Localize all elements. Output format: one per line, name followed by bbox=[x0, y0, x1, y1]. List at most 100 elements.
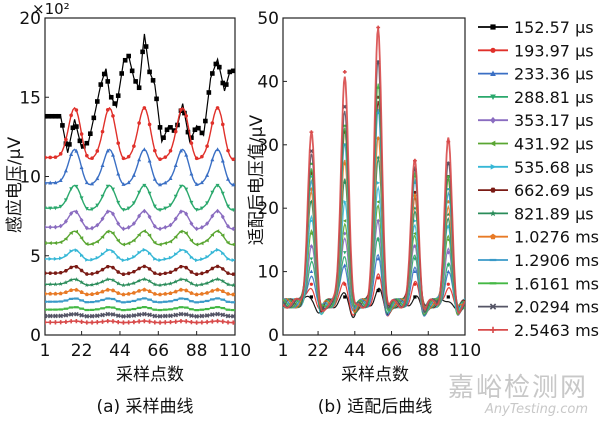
panel-a-data-point bbox=[46, 113, 51, 119]
panel-a-data-point bbox=[143, 44, 149, 49]
panel-a-data-point bbox=[189, 255, 194, 260]
panel-a-data-point bbox=[140, 49, 145, 55]
panel-a-series-line bbox=[45, 148, 235, 186]
panel-a-data-point bbox=[194, 272, 199, 276]
panel-a-data-point bbox=[147, 214, 152, 220]
panel-b-data-point bbox=[343, 282, 347, 286]
panel-a-data-point bbox=[178, 264, 183, 269]
panel-a-data-point bbox=[189, 200, 194, 205]
panel-a-data-point bbox=[158, 258, 163, 263]
panel-a-data-point bbox=[53, 256, 58, 261]
panel-a-x-tick-label: 66 bbox=[147, 341, 169, 361]
panel-a-data-point bbox=[131, 290, 136, 295]
panel-a-data-point bbox=[199, 241, 204, 246]
panel-a-data-point bbox=[210, 157, 215, 162]
panel-a-data-point bbox=[210, 278, 215, 283]
panel-a-series-9 bbox=[45, 287, 235, 297]
panel-a-data-point bbox=[74, 124, 79, 129]
panel-a-data-point bbox=[163, 206, 168, 211]
panel-a-data-point bbox=[121, 208, 126, 212]
legend-label: 1.6161 ms bbox=[514, 274, 599, 293]
panel-a-data-point bbox=[136, 312, 142, 318]
panel-a-data-point bbox=[45, 224, 47, 230]
panel-a-data-point bbox=[178, 229, 183, 234]
legend-label: 193.97 μs bbox=[514, 41, 594, 60]
panel-b-series-line bbox=[283, 28, 465, 314]
panel-a-data-point bbox=[131, 221, 136, 226]
panel-a-data-point bbox=[85, 153, 89, 158]
panel-a-series-3 bbox=[45, 183, 235, 213]
panel-a-data-point bbox=[131, 173, 136, 177]
panel-a-data-point bbox=[84, 282, 90, 287]
panel-a-data-point bbox=[168, 148, 173, 153]
panel-a-data-point bbox=[79, 268, 84, 273]
legend-label: 1.0276 ms bbox=[514, 228, 599, 247]
panel-a-data-point bbox=[158, 157, 162, 162]
panel-a-data-point bbox=[174, 252, 178, 257]
panel-b-data-point bbox=[309, 282, 313, 286]
panel-a-data-point bbox=[100, 289, 105, 294]
legend-marker bbox=[490, 187, 496, 193]
panel-a-data-point bbox=[152, 271, 157, 275]
legend-marker bbox=[490, 70, 496, 76]
panel-a-data-point bbox=[231, 320, 235, 325]
panel-a-data-point bbox=[81, 144, 86, 149]
panel-a-data-point bbox=[194, 313, 200, 319]
panel-a-data-point bbox=[79, 253, 84, 258]
panel-a-data-point bbox=[95, 320, 100, 325]
panel-a-data-point bbox=[111, 152, 115, 157]
panel-a-data-point bbox=[53, 180, 58, 185]
panel-a-data-point bbox=[158, 208, 163, 213]
panel-a-data-point bbox=[189, 221, 194, 226]
panel-a-data-point bbox=[147, 312, 152, 318]
panel-a-data-point bbox=[121, 282, 126, 288]
panel-a-data-point bbox=[147, 69, 152, 75]
panel-a-data-point bbox=[111, 114, 115, 118]
panel-a-data-point bbox=[105, 107, 110, 112]
panel-a-data-point bbox=[131, 269, 136, 274]
panel-b-x-tick-label: 66 bbox=[381, 341, 403, 361]
panel-b-data-point bbox=[376, 238, 380, 242]
panel-a-data-point bbox=[74, 248, 79, 253]
panel-a-data-point bbox=[168, 203, 173, 208]
panel-a-data-point bbox=[179, 248, 184, 253]
panel-b-data-point bbox=[413, 282, 417, 286]
panel-a-data-point bbox=[74, 265, 79, 269]
panel-a-data-point bbox=[90, 272, 95, 276]
panel-a-data-point bbox=[67, 142, 72, 147]
panel-a-data-point bbox=[230, 282, 235, 288]
panel-a-data-point bbox=[215, 276, 220, 282]
panel-a-data-point bbox=[85, 257, 89, 262]
panel-a-data-point bbox=[110, 277, 116, 283]
panel-a-data-point bbox=[173, 279, 179, 284]
panel-a-data-point bbox=[48, 241, 52, 246]
panel-a-data-point bbox=[115, 281, 121, 286]
panel-a-data-point bbox=[88, 131, 93, 137]
panel-a-series-line bbox=[45, 184, 235, 211]
panel-a-data-point bbox=[220, 191, 225, 196]
panel-a-data-point bbox=[220, 214, 225, 220]
panel-a-data-point bbox=[178, 148, 183, 153]
panel-a-data-point bbox=[195, 258, 199, 263]
panel-b-data-point bbox=[446, 250, 451, 255]
panel-a-data-point bbox=[220, 122, 225, 127]
panel-a-data-point bbox=[84, 180, 89, 185]
panel-a-x-tick-label: 44 bbox=[109, 341, 131, 361]
panel-a-data-point bbox=[53, 206, 58, 211]
panel-a-data-point bbox=[220, 233, 225, 238]
panel-a-data-point bbox=[90, 156, 94, 161]
panel-a-data-point bbox=[194, 282, 199, 288]
panel-a-data-point bbox=[137, 250, 142, 255]
panel-a-y-tick-label: 10 bbox=[19, 168, 41, 188]
panel-a-data-point bbox=[126, 206, 131, 211]
panel-a-data-point bbox=[220, 312, 226, 318]
panel-b-data-point bbox=[446, 212, 451, 217]
panel-a-data-point bbox=[79, 290, 84, 294]
panel-a-data-point bbox=[112, 101, 118, 106]
legend-label: 1.2906 ms bbox=[514, 251, 599, 270]
panel-a-data-point bbox=[152, 176, 157, 181]
panel-a-data-point bbox=[90, 225, 95, 231]
panel-a-data-point bbox=[189, 141, 194, 145]
panel-a-data-point bbox=[137, 121, 141, 125]
panel-a-data-point bbox=[45, 113, 48, 119]
